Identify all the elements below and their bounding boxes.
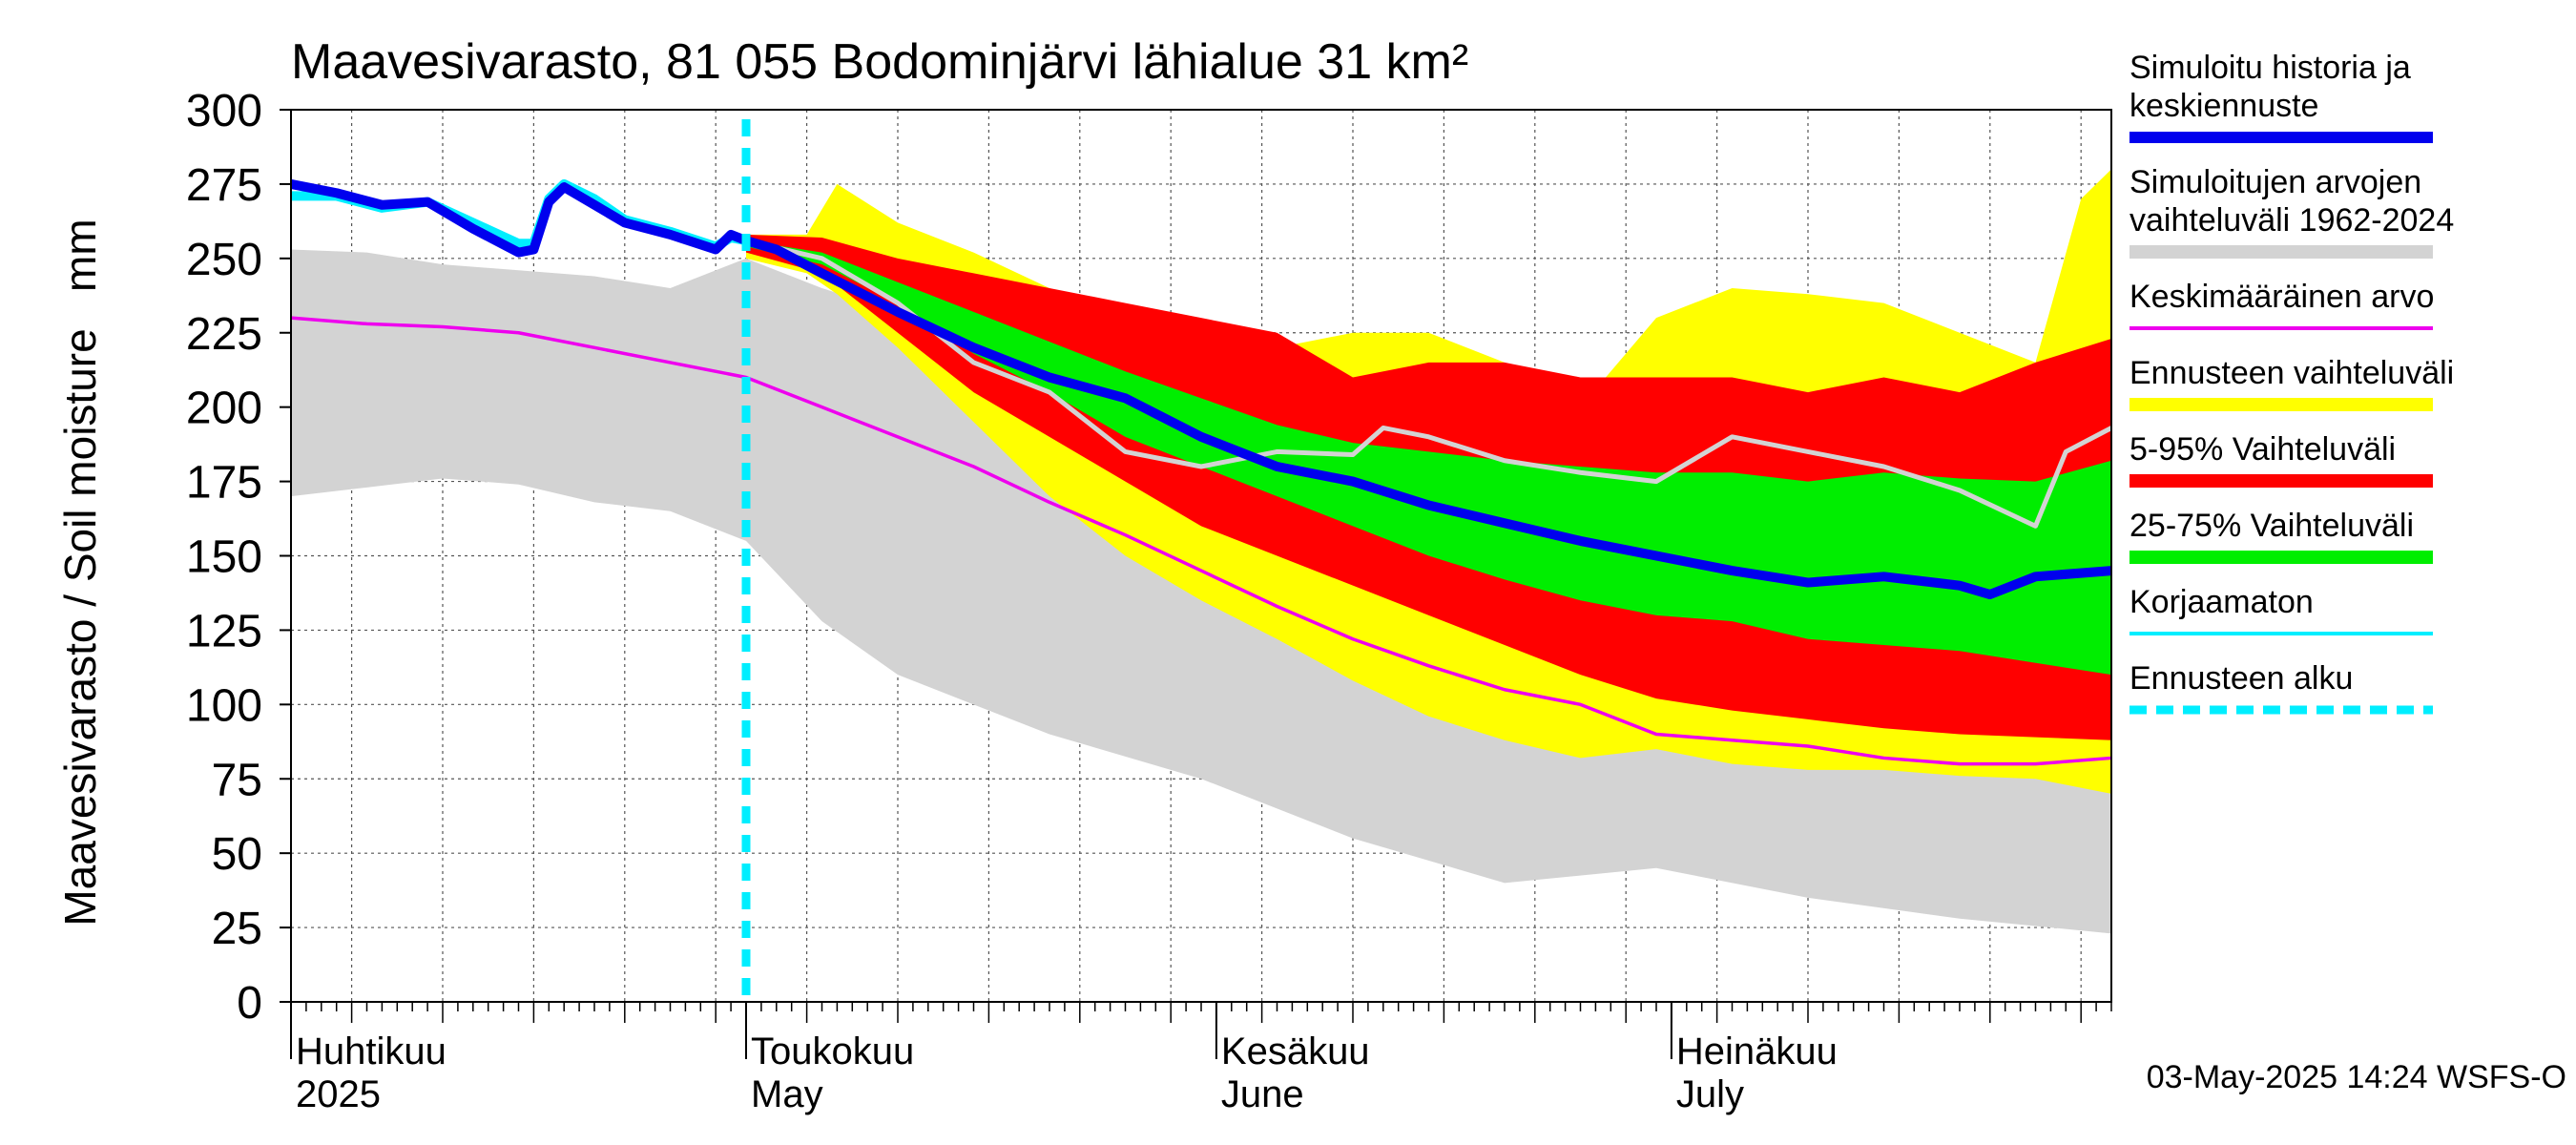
y-tick-label: 50 [212,829,262,880]
month-label-en: July [1676,1073,1744,1115]
month-label-en: June [1221,1073,1304,1115]
legend-label: Simuloitujen arvojen [2129,164,2421,200]
y-tick-label: 275 [186,160,262,211]
p25-75-band [746,240,2111,676]
legend-label: 5-95% Vaihteluväli [2129,431,2396,468]
y-tick-label: 75 [212,755,262,805]
y-tick-label: 150 [186,532,262,583]
legend-label: 25-75% Vaihteluväli [2129,508,2414,544]
history-forecast-line [290,179,2112,600]
y-tick-label: 100 [186,680,262,731]
chart-title: Maavesivarasto, 81 055 Bodominjärvi lähi… [291,34,1468,90]
y-tick-label: 0 [237,978,262,1029]
month-label-fi: Toukokuu [751,1030,914,1072]
y-tick-label: 125 [186,606,262,656]
legend-label: Ennusteen vaihteluväli [2129,355,2454,391]
median-line [745,238,2113,529]
mean-line [290,316,2112,766]
y-tick-label: 300 [186,86,262,136]
month-label-en: 2025 [296,1073,381,1115]
legend-label: Korjaamaton [2129,584,2314,620]
month-label-fi: Heinäkuu [1676,1030,1838,1072]
timestamp: 03-May-2025 14:24 WSFS-O [2147,1059,2566,1095]
y-axis-label: Maavesivarasto / Soil moisture mm [55,219,105,926]
y-tick-label: 250 [186,235,262,285]
legend-label: keskiennuste [2129,88,2318,124]
legend-label: Simuloitu historia ja [2129,50,2411,86]
month-label-en: May [751,1073,823,1115]
legend-label: Keskimääräinen arvo [2129,279,2434,315]
legend-label: Ennusteen alku [2129,660,2353,697]
legend-label: vaihteluväli 1962-2024 [2129,202,2454,239]
y-tick-label: 200 [186,384,262,434]
month-label-fi: Huhtikuu [296,1030,447,1072]
month-label-fi: Kesäkuu [1221,1030,1370,1072]
axes: 0 25 50 75 100 125 150 175 200 225 250 275 300 Huhtik… [186,86,2112,1115]
y-tick-label: 175 [186,458,262,509]
y-tick-label: 25 [212,904,262,954]
y-tick-label: 225 [186,309,262,360]
plot-area [290,110,2113,1002]
